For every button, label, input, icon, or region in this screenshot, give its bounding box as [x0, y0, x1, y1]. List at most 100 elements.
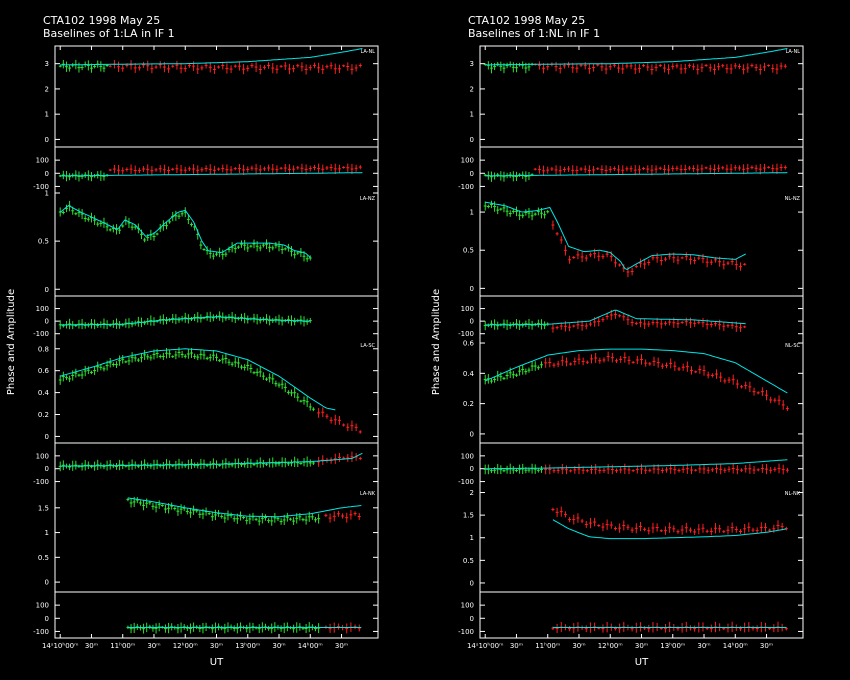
- model-curve: [485, 48, 788, 66]
- y-tick-label: 0: [470, 136, 474, 144]
- amp-panel: 0 0.5 1 1.5: [38, 496, 378, 587]
- y-tick-label: 1.5: [38, 504, 49, 512]
- phase-panel: -100 0 100: [458, 305, 803, 338]
- uncalibrated-points: [483, 361, 543, 385]
- amp-panel: 0 0.5 1 1.5 2: [463, 489, 803, 587]
- baseline-label: LA-NZ: [360, 196, 376, 202]
- model-curve: [127, 497, 362, 518]
- calibrated-points: [551, 309, 747, 333]
- chart-title: CTA102 1998 May 25: [43, 14, 160, 27]
- y-tick-label: 0.2: [463, 400, 474, 408]
- model-curve: [485, 309, 746, 326]
- y-tick-label: 0: [45, 433, 49, 441]
- uncalibrated-points: [483, 61, 534, 74]
- x-tick-label: 14ʰ00ᵐ: [723, 642, 748, 650]
- y-tick-label: 0: [45, 318, 49, 326]
- uncalibrated-points: [126, 496, 321, 526]
- calibrated-points: [317, 407, 362, 434]
- y-tick-label: 0: [470, 579, 474, 587]
- y-tick-label: 1: [45, 190, 49, 198]
- y-tick-label: -100: [33, 330, 49, 338]
- calibrated-points: [108, 60, 362, 75]
- baseline-la-nl: LA-NL 0 1 2 3 -100 0 100: [33, 48, 378, 191]
- calibrated-points: [324, 510, 361, 523]
- calibrated-points: [544, 351, 789, 412]
- baseline-label: LA-SC: [360, 343, 375, 349]
- y-tick-label: 100: [461, 602, 474, 610]
- baseline-nl-sc: NL-SC 0 0.2 0.4 0.6 -100 0 100: [458, 340, 803, 486]
- y-tick-label: 100: [461, 452, 474, 460]
- x-tick-label: 14ʰ00ᵐ: [298, 642, 323, 650]
- x-axis-label: UT: [210, 657, 224, 668]
- y-tick-label: 0: [470, 285, 474, 293]
- y-tick-label: 0: [45, 465, 49, 473]
- x-tick-label: 13ʰ00ᵐ: [660, 642, 685, 650]
- baseline-la-nk: LA-NK 0 0.5 1 1.5 -100 0 100: [33, 491, 378, 636]
- y-tick-label: 0.6: [463, 340, 475, 348]
- x-tick-label: 30ᵐ: [510, 642, 523, 650]
- model-curve: [485, 172, 788, 177]
- y-tick-label: 2: [470, 489, 474, 497]
- y-tick-label: 0.8: [38, 345, 49, 353]
- baseline-nl-nk: NL-NK 0 0.5 1 1.5 2 -100 0 100: [458, 489, 803, 636]
- y-tick-label: 2: [470, 85, 474, 93]
- x-tick-label: 12ʰ00ᵐ: [173, 642, 198, 650]
- y-tick-label: 100: [461, 157, 474, 165]
- amp-panel: 00.51: [38, 190, 378, 294]
- x-tick-label: 30ᵐ: [335, 642, 348, 650]
- y-tick-label: -100: [458, 330, 474, 338]
- calibrated-points: [533, 163, 787, 176]
- baseline-la-nl: LA-NL 0 1 2 3 -100 0 100: [458, 48, 803, 191]
- calibrated-points: [551, 220, 747, 278]
- y-tick-label: 100: [36, 452, 49, 460]
- model-curve: [60, 452, 363, 467]
- amp-panel: 0 0.2 0.4 0.6 0.8: [38, 345, 378, 441]
- phase-panel: -100 0 100: [33, 305, 378, 338]
- y-tick-label: 0: [45, 170, 49, 178]
- y-tick-label: 2: [45, 85, 49, 93]
- y-axis-label: Phase and Amplitude: [431, 289, 442, 395]
- y-tick-label: 0: [45, 579, 49, 587]
- phase-panel: -100 0 100: [33, 602, 378, 636]
- model-curve: [60, 348, 336, 411]
- y-tick-label: -100: [33, 478, 49, 486]
- x-tick-label: 14ˢ10ʰ00ᵐ: [42, 642, 79, 650]
- phase-panel: -100 0 100: [33, 451, 378, 486]
- y-tick-label: 1: [45, 111, 49, 119]
- y-tick-label: 0.5: [38, 554, 49, 562]
- amp-panel: 0 0.2 0.4 0.6: [463, 340, 803, 438]
- baseline-la-sc: LA-SC 0 0.2 0.4 0.6 0.8 -100 0 100: [33, 343, 378, 486]
- model-curve: [485, 459, 788, 470]
- y-tick-label: 0.6: [38, 367, 50, 375]
- y-tick-label: 0: [470, 615, 474, 623]
- phase-panel: -100 0 100: [458, 452, 803, 486]
- calibrated-points: [551, 506, 788, 536]
- amp-panel: 00.51: [463, 200, 803, 293]
- y-tick-label: 1: [45, 529, 49, 537]
- amp-panel: 0 1 2 3: [470, 48, 803, 144]
- y-tick-label: 1: [470, 534, 474, 542]
- y-tick-label: 0: [470, 318, 474, 326]
- y-tick-label: 1.5: [463, 512, 474, 520]
- y-tick-label: 3: [470, 60, 474, 68]
- x-tick-label: 30ᵐ: [272, 642, 285, 650]
- y-tick-label: 0: [470, 465, 474, 473]
- chart-subtitle: Baselines of 1:NL in IF 1: [468, 27, 600, 40]
- y-tick-label: 0.5: [463, 247, 474, 255]
- uncalibrated-points: [58, 347, 315, 412]
- y-tick-label: 100: [36, 157, 49, 165]
- model-curve: [60, 316, 311, 326]
- uncalibrated-points: [58, 456, 315, 472]
- y-tick-label: 0: [45, 286, 49, 294]
- chart-frame: [479, 45, 804, 639]
- x-tick-label: 30ᵐ: [210, 642, 223, 650]
- model-curve: [60, 48, 363, 66]
- y-tick-label: 100: [461, 305, 474, 313]
- y-axis-label: Phase and Amplitude: [6, 289, 17, 395]
- baseline-label: LA-NK: [360, 491, 376, 497]
